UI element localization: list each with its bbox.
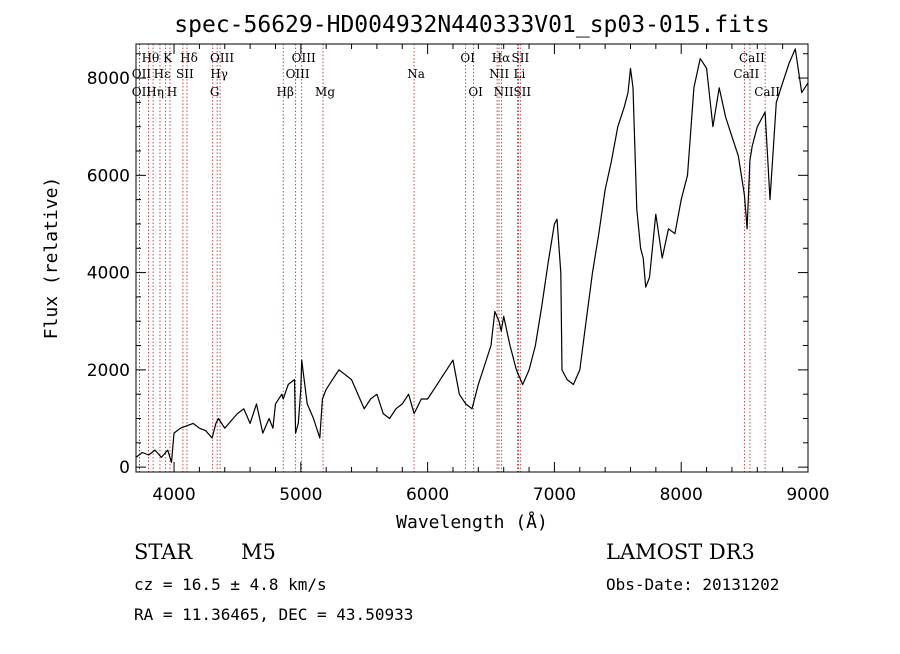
x-tick-label: 5000	[279, 485, 322, 505]
emission-line-label: OI	[468, 85, 483, 99]
emission-line-label: Hβ	[277, 85, 294, 99]
object-class: STAR	[134, 540, 193, 564]
flux-series-line	[135, 48, 809, 463]
redshift-cz: cz = 16.5 ± 4.8 km/s	[134, 575, 327, 594]
y-tick-label: 2000	[87, 361, 130, 381]
y-tick-label: 6000	[87, 166, 130, 186]
chart-title: spec-56629-HD004932N440333V01_sp03-015.f…	[174, 12, 769, 38]
x-tick-label: 7000	[533, 485, 576, 505]
emission-line-label: SII	[176, 67, 194, 81]
emission-line-label: Hθ	[142, 51, 160, 65]
emission-line-label: OIII	[210, 51, 234, 65]
y-tick-label: 4000	[87, 264, 130, 284]
x-tick-label: 9000	[786, 485, 829, 505]
x-tick-label: 6000	[406, 485, 449, 505]
emission-line-label: OIII	[286, 67, 310, 81]
y-tick-label: 0	[119, 458, 130, 478]
x-tick-label: 4000	[152, 485, 195, 505]
emission-line-label: K	[163, 51, 173, 65]
observation-date: Obs-Date: 20131202	[606, 575, 779, 594]
emission-line-label: NII	[489, 67, 509, 81]
emission-line-label: CaII	[739, 51, 765, 65]
emission-line-label: CaII	[733, 67, 759, 81]
sky-coordinates: RA = 11.36465, DEC = 43.50933	[134, 605, 413, 624]
emission-line-label: Li	[513, 67, 525, 81]
emission-line-label: SII	[513, 85, 531, 99]
emission-line-label: Na	[407, 67, 425, 81]
emission-line-label: Hε	[154, 67, 171, 81]
emission-line-label: OIII	[292, 51, 316, 65]
y-tick-label: 8000	[87, 69, 130, 89]
emission-line-label: H	[167, 85, 177, 99]
emission-line-label: OII	[132, 85, 152, 99]
emission-line-label: SII	[512, 51, 530, 65]
x-axis-label: Wavelength (Å)	[396, 511, 548, 533]
emission-line-label: NII	[494, 85, 514, 99]
emission-line-label: Hδ	[180, 51, 198, 65]
survey-name: LAMOST DR3	[606, 540, 755, 564]
emission-line-label: G	[210, 85, 220, 99]
object-subclass: M5	[241, 540, 276, 564]
emission-line-label: Hγ	[210, 67, 228, 81]
plot-frame	[135, 43, 809, 473]
x-tick-label: 8000	[660, 485, 703, 505]
emission-line-markers	[139, 44, 766, 472]
y-axis-label: Flux (relative)	[41, 177, 62, 340]
y-axis-ticks: 0 2000 4000 6000 8000	[87, 53, 808, 478]
emission-line-label: OII	[132, 67, 152, 81]
x-axis-ticks: 4000 5000 6000 7000 8000 9000	[152, 44, 830, 505]
emission-line-label: Mg	[315, 85, 335, 99]
emission-line-label: Hα	[492, 51, 511, 65]
emission-line-label: CaII	[754, 85, 780, 99]
emission-line-label: Hη	[146, 85, 164, 99]
emission-line-label: OI	[460, 51, 475, 65]
